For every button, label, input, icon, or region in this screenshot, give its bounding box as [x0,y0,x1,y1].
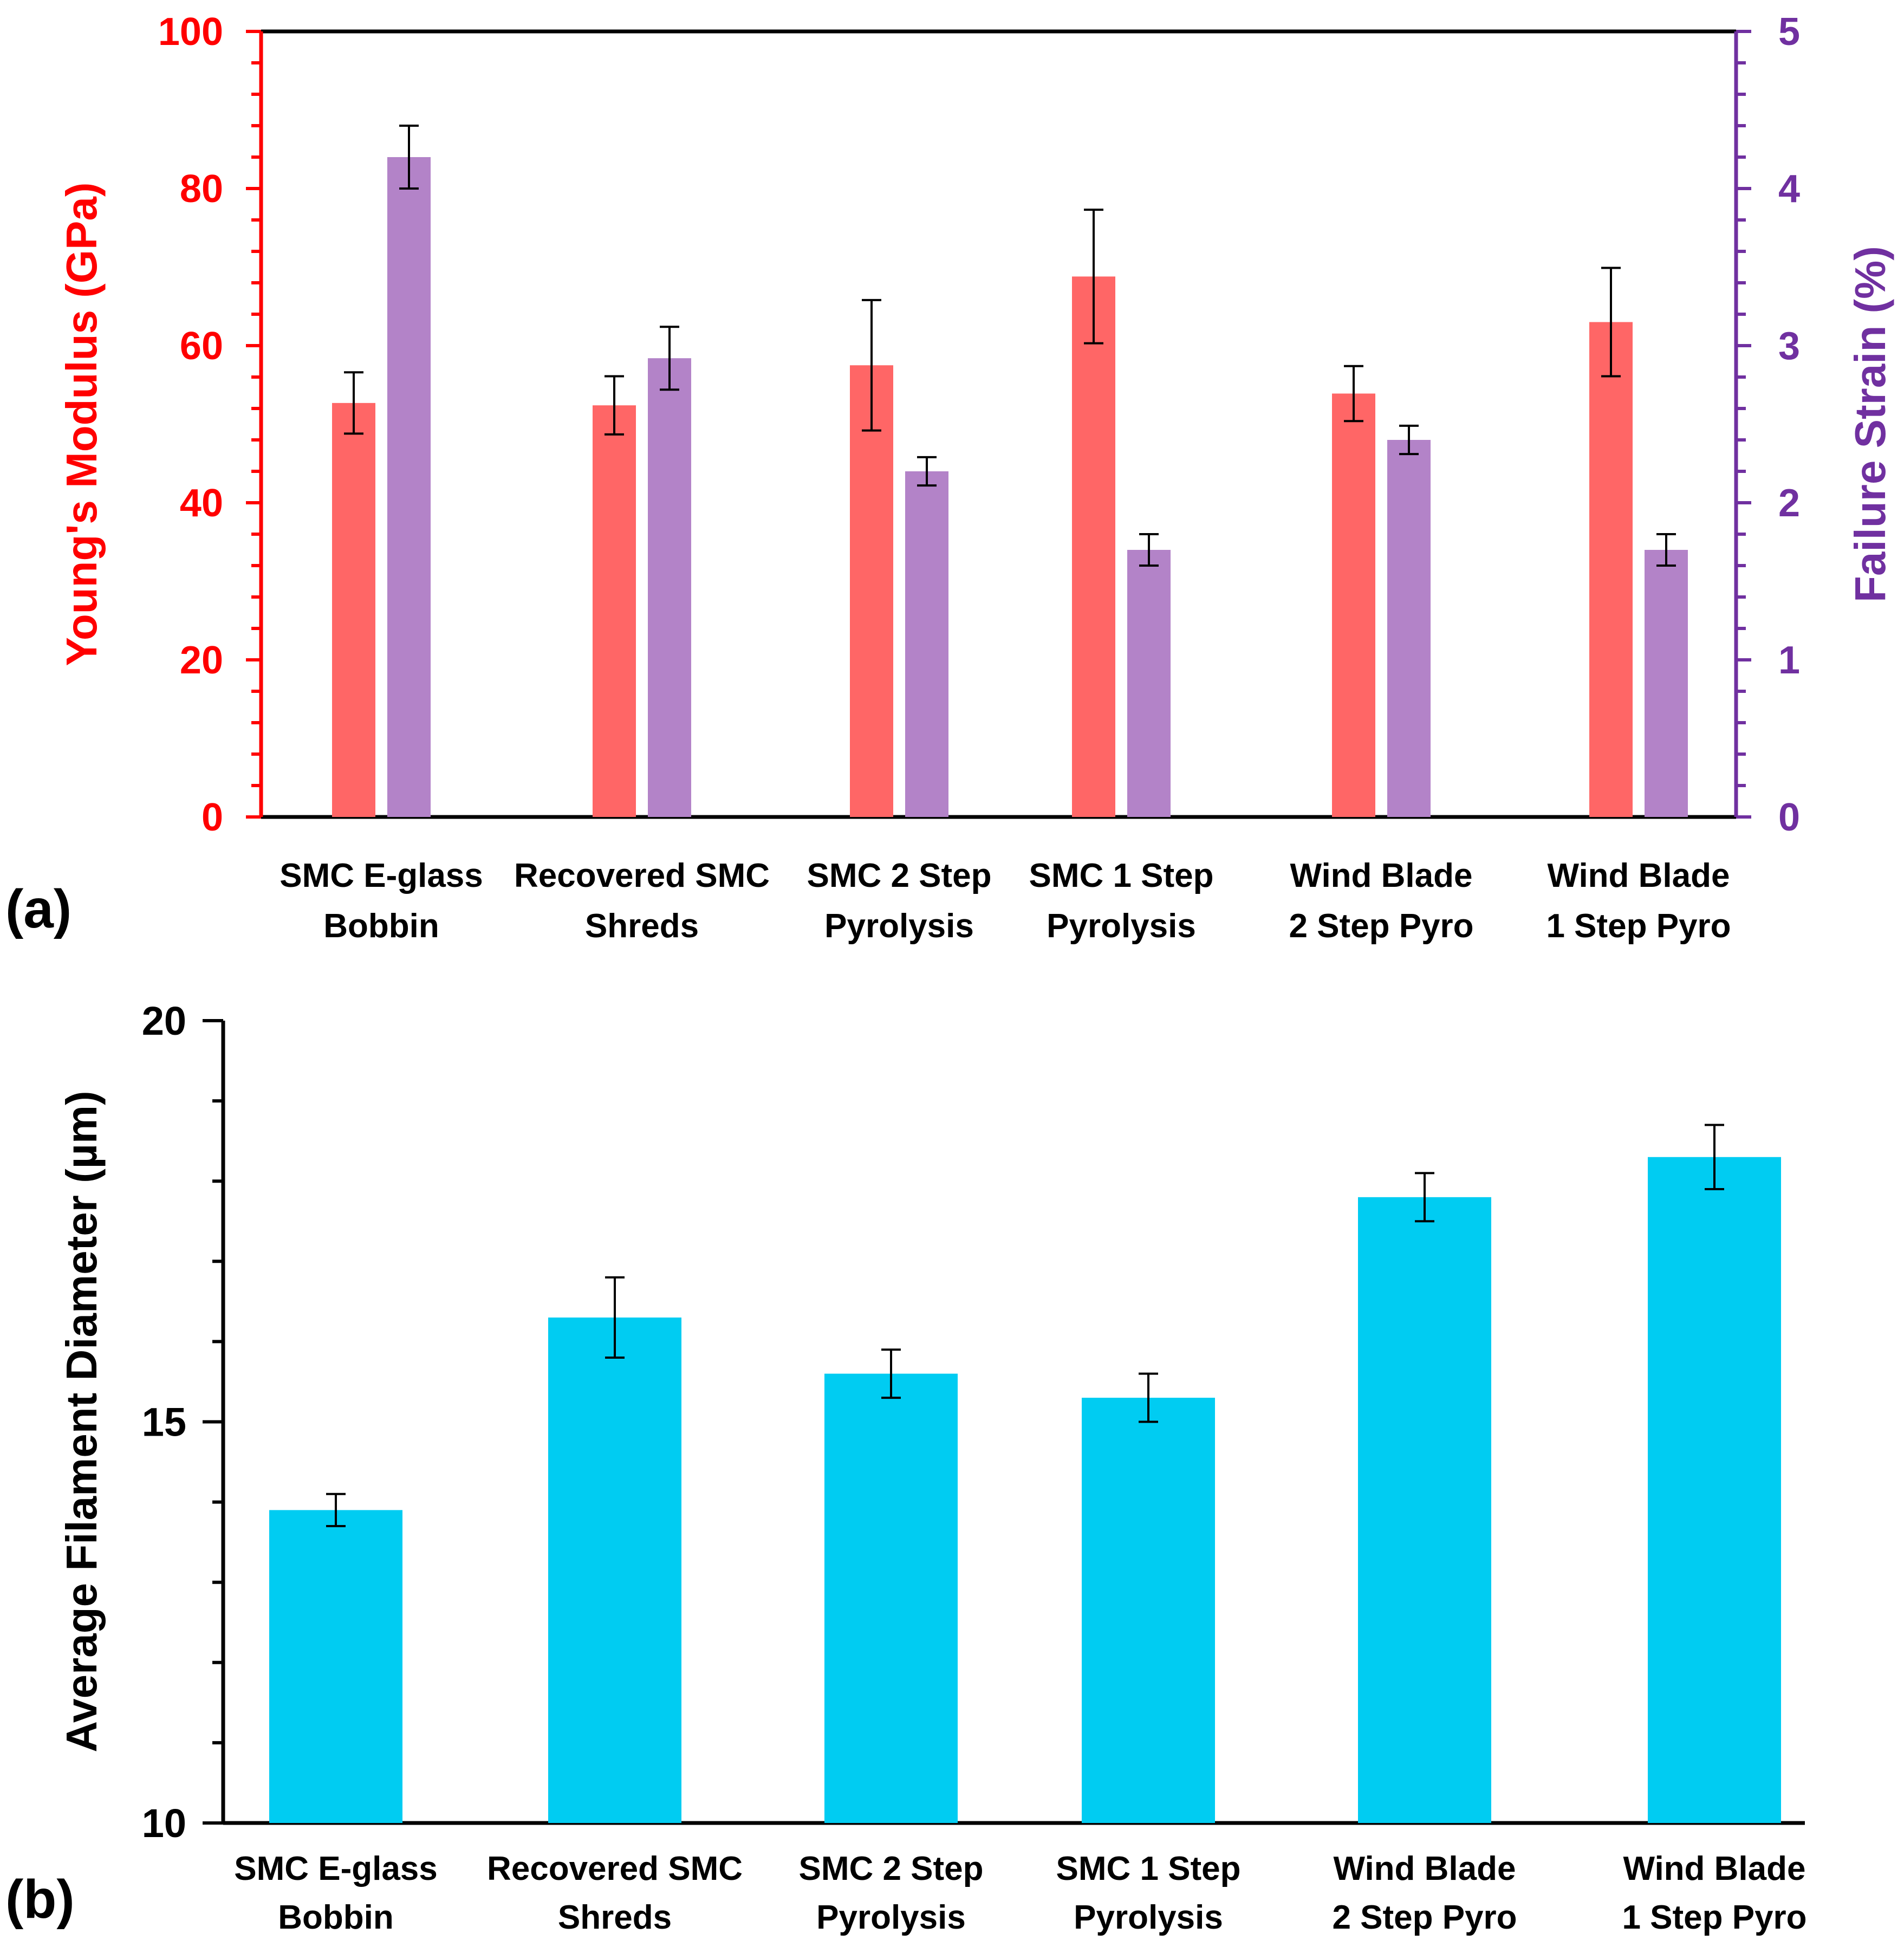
a-category-label-3-line-1: Pyrolysis [1047,907,1196,945]
diameter-bar [1082,1398,1215,1823]
right-tick-label: 0 [1778,796,1800,839]
y-tick-label: 10 [142,1801,186,1846]
diameter-error-bar [1139,1372,1158,1423]
a-category-label-3-line-0: SMC 1 Step [1029,857,1213,894]
panel-b-error-bars [326,1124,1724,1528]
strain-error-bar [1139,533,1159,567]
modulus-bar [593,405,636,817]
modulus-bar [1072,276,1115,817]
chart-panel-b: 10 15 20 SMC E-glass Bobbin Recovered SMC Shr… [5,998,1807,1936]
strain-error-bar [1656,533,1676,567]
panel-b-y-axis-label: Average Filament Diameter (µm) [57,1091,106,1752]
panel-a-y2-axis-label: Failure Strain (%) [1846,246,1894,602]
strain-bar [1387,440,1431,817]
left-tick-label: 100 [158,10,223,54]
right-tick-label: 5 [1778,10,1800,54]
panel-a-category-labels: SMC E-glass Bobbin Recovered SMC Shreds SMC … [280,857,1731,945]
right-tick-label: 1 [1778,639,1800,682]
a-category-label-1-line-1: Shreds [585,907,699,945]
panel-a-error-bars [344,125,1676,567]
diameter-error-bar [881,1348,901,1399]
panel-b-bars [269,1157,1781,1823]
a-category-label-5-line-0: Wind Blade [1547,857,1730,894]
modulus-error-bar [344,371,363,435]
diameter-bar [269,1510,402,1823]
left-tick-label: 80 [180,167,223,211]
modulus-error-bar [1084,209,1103,345]
left-tick-label: 20 [180,639,223,682]
y-tick-label: 15 [142,1400,186,1445]
b-category-label-1-line-1: Shreds [558,1899,672,1936]
a-category-label-2-line-0: SMC 2 Step [807,857,991,894]
panel-a-left-ticks: 0 20 40 60 80 100 [158,10,261,839]
panel-b-label: (b) [5,1869,75,1930]
right-tick-label: 2 [1778,482,1800,525]
b-category-label-3-line-1: Pyrolysis [1074,1899,1223,1936]
b-category-label-0-line-0: SMC E-glass [234,1850,438,1887]
b-category-label-1-line-0: Recovered SMC [487,1850,743,1887]
left-tick-label: 40 [180,482,223,525]
b-category-label-4-line-0: Wind Blade [1333,1850,1516,1887]
panel-a-bars [332,157,1688,817]
strain-bar [387,157,431,817]
modulus-bar [1332,393,1375,817]
a-category-label-5-line-1: 1 Step Pyro [1546,907,1731,945]
b-category-label-2-line-1: Pyrolysis [816,1899,966,1936]
modulus-bar [850,365,893,817]
a-category-label-0-line-0: SMC E-glass [280,857,483,894]
panel-b-y-ticks: 10 15 20 [142,998,223,1846]
right-tick-label: 4 [1778,167,1800,211]
b-category-label-4-line-1: 2 Step Pyro [1332,1899,1517,1936]
modulus-bar [1589,322,1633,817]
b-category-label-5-line-1: 1 Step Pyro [1622,1899,1806,1936]
strain-error-bar [399,125,419,190]
modulus-error-bar [862,299,881,432]
diameter-bar [548,1317,681,1823]
left-tick-label: 0 [202,796,223,839]
diameter-error-bar [605,1276,625,1359]
b-category-label-5-line-0: Wind Blade [1623,1850,1805,1887]
strain-bar [1127,550,1171,817]
panel-a-label: (a) [5,879,72,939]
b-category-label-2-line-0: SMC 2 Step [798,1850,983,1887]
a-category-label-4-line-1: 2 Step Pyro [1289,907,1473,945]
chart-panel-a: 0 20 40 60 80 100 0 1 2 3 4 5 SMC E-glass Bobbin Rec… [5,10,1894,945]
a-category-label-2-line-1: Pyrolysis [824,907,974,945]
a-category-label-4-line-0: Wind Blade [1290,857,1472,894]
a-category-label-1-line-0: Recovered SMC [514,857,770,894]
strain-error-bar [660,326,679,391]
diameter-error-bar [1705,1124,1724,1191]
b-category-label-0-line-1: Bobbin [278,1899,394,1936]
right-tick-label: 3 [1778,325,1800,368]
a-category-label-0-line-1: Bobbin [323,907,439,945]
modulus-error-bar [1344,365,1363,423]
diameter-error-bar [326,1493,346,1528]
strain-bar [905,471,948,817]
panel-b-category-labels: SMC E-glass Bobbin Recovered SMC Shreds SMC … [234,1850,1806,1936]
left-tick-label: 60 [180,325,223,368]
strain-error-bar [1399,424,1419,456]
strain-bar [1645,550,1688,817]
diameter-bar [1648,1157,1781,1823]
y-tick-label: 20 [142,998,186,1043]
strain-bar [648,358,691,817]
diameter-bar [824,1373,958,1823]
panel-a-y-axis-label: Young's Modulus (GPa) [57,182,106,666]
panel-a-right-ticks: 0 1 2 3 4 5 [1736,10,1800,839]
diameter-bar [1358,1197,1491,1823]
modulus-error-bar [1601,267,1621,378]
diameter-error-bar [1415,1172,1434,1223]
b-category-label-3-line-0: SMC 1 Step [1056,1850,1240,1887]
strain-error-bar [917,456,937,487]
modulus-bar [332,403,375,817]
modulus-error-bar [605,375,624,436]
